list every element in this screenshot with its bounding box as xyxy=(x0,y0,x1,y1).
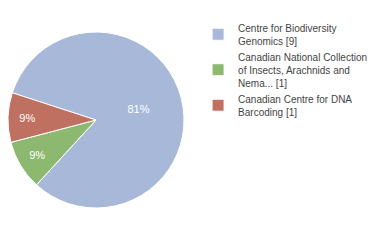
svg-text:Centre for BiodiversityGenomic: Centre for BiodiversityGenomics [9] xyxy=(238,23,336,47)
svg-text:81%: 81% xyxy=(127,103,149,115)
svg-text:Canadian Centre for DNABarcodi: Canadian Centre for DNABarcoding [1] xyxy=(238,94,352,118)
svg-text:Canadian National Collectionof: Canadian National Collectionof Insects, … xyxy=(238,52,367,89)
svg-text:9%: 9% xyxy=(19,112,35,124)
svg-text:9%: 9% xyxy=(29,149,45,161)
